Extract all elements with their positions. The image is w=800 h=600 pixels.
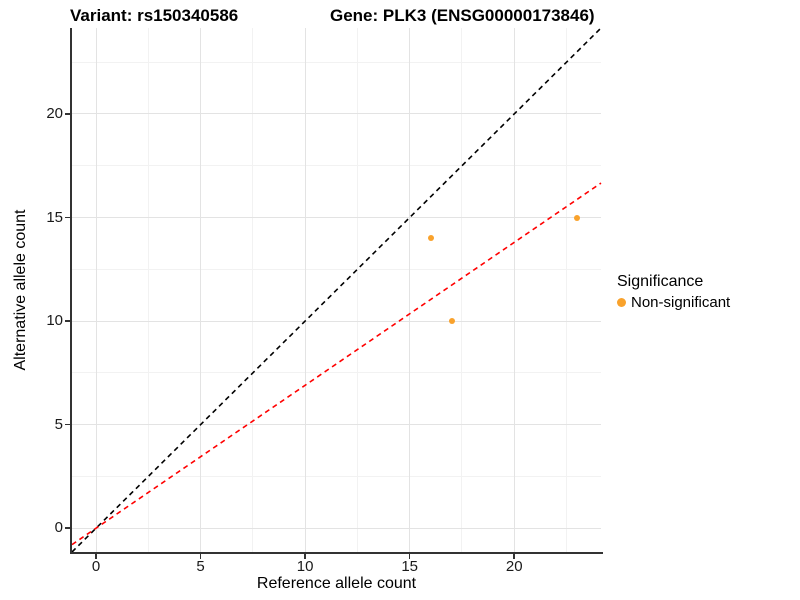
legend-item: Non-significant (617, 293, 730, 312)
data-point (573, 214, 580, 221)
gridline-horizontal-minor (72, 165, 601, 167)
y-tick-label: 0 (54, 519, 63, 537)
y-axis-tick (65, 527, 70, 529)
plot-title-gene: Gene: PLK3 (ENSG00000173846) (330, 6, 595, 25)
gridline-horizontal-minor (72, 372, 601, 374)
gridline-horizontal-minor (72, 268, 601, 270)
y-axis-tick (65, 113, 70, 115)
x-axis-title: Reference allele count (256, 575, 417, 592)
y-tick-label: 15 (46, 208, 63, 226)
plot-panel (71, 27, 602, 553)
identity-line (71, 27, 602, 553)
gridline-vertical-major (200, 28, 202, 552)
gridline-horizontal-major (72, 320, 601, 322)
x-tick-label: 20 (505, 558, 523, 575)
gridline-horizontal-minor (72, 475, 601, 477)
gridline-horizontal-major (72, 424, 601, 426)
gridline-horizontal-major (72, 527, 601, 529)
data-point (448, 318, 455, 325)
gridline-vertical-major (513, 28, 515, 552)
gridline-vertical-minor (461, 28, 463, 552)
x-tick-label: 10 (296, 558, 314, 575)
gridline-horizontal-minor (72, 61, 601, 63)
x-axis-tick (95, 554, 97, 559)
y-axis-title-text: Alternative allele count (12, 209, 29, 371)
x-axis-tick (408, 554, 411, 559)
y-axis-line (70, 28, 72, 554)
gridline-vertical-minor (566, 28, 567, 552)
x-axis-tick (304, 554, 306, 559)
y-tick-label: 20 (46, 104, 63, 122)
legend: Significance Non-significant (617, 272, 730, 312)
gridline-vertical-major (304, 28, 306, 552)
gridline-vertical-major (95, 28, 97, 552)
y-axis-tick (65, 423, 70, 426)
x-axis-tick (199, 554, 202, 559)
y-axis-tick (65, 320, 70, 322)
x-tick-label: 5 (196, 558, 205, 575)
gridline-vertical-minor (147, 28, 149, 552)
legend-point-icon (617, 298, 626, 307)
plot-title-variant: Variant: rs150340586 (70, 6, 239, 25)
gridline-vertical-minor (356, 28, 358, 552)
y-tick-label: 5 (54, 415, 63, 433)
fit-line (71, 182, 602, 546)
x-tick-label: 15 (401, 558, 419, 575)
legend-title: Significance (617, 273, 704, 290)
reference-lines-layer (71, 27, 602, 553)
data-point (427, 235, 434, 242)
gridline-vertical-minor (252, 28, 254, 552)
y-tick-label: 10 (46, 312, 63, 330)
x-axis-tick (513, 554, 515, 559)
x-tick-label: 0 (91, 558, 101, 575)
gridline-horizontal-major (72, 113, 601, 115)
y-axis-tick (65, 216, 70, 219)
gridline-horizontal-major (72, 217, 601, 218)
gridline-vertical-major (409, 28, 411, 552)
x-axis-line (70, 552, 603, 554)
legend-item-label: Non-significant (631, 294, 731, 311)
